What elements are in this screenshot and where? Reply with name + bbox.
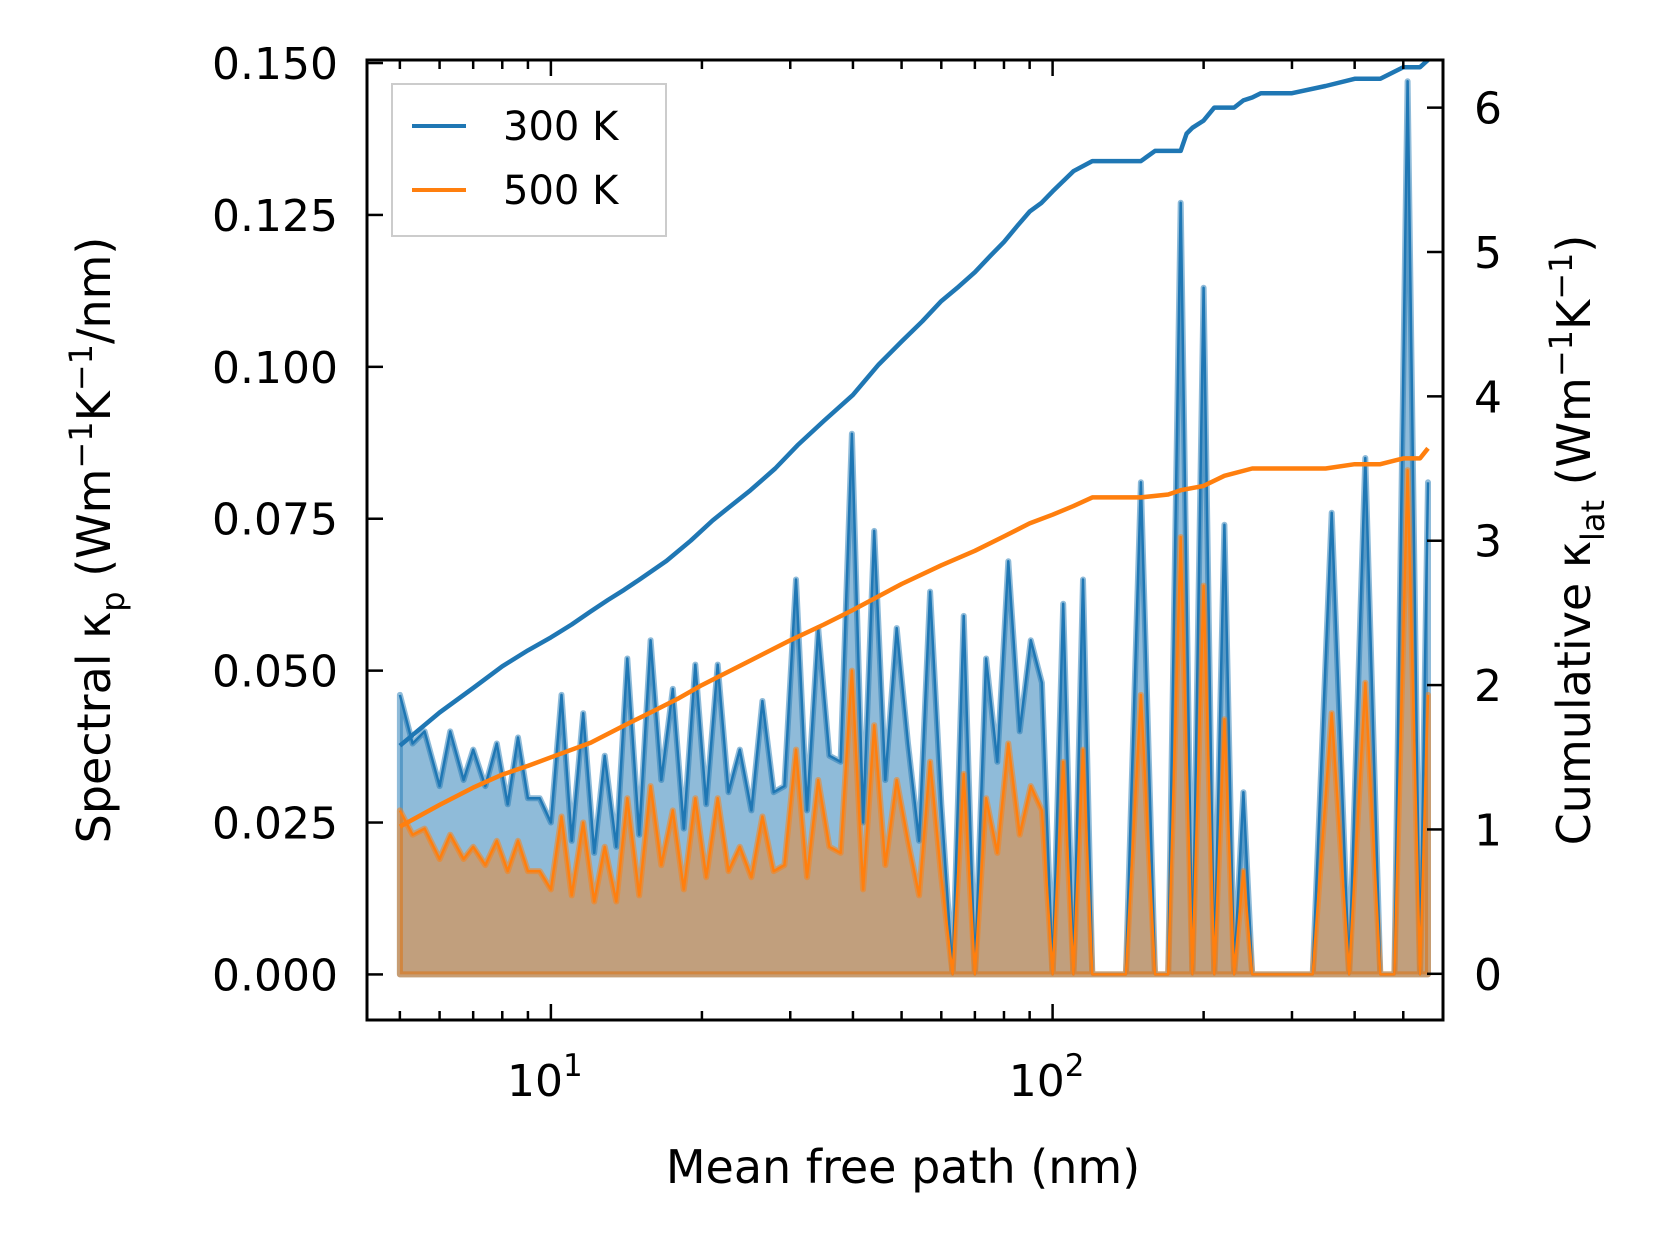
x-tick-labels: 101 102 (507, 1048, 1084, 1107)
right-axis-label: Cumulative κlat (Wm−1K−1) (1542, 235, 1612, 846)
x-axis-label: Mean free path (nm) (666, 1140, 1140, 1194)
left-tick-label: 0.125 (212, 191, 338, 242)
left-axis-label: Spectral κp (Wm−1K−1/nm) (62, 237, 132, 844)
right-tick-label: 5 (1474, 228, 1502, 279)
left-tick-label: 0.075 (212, 495, 338, 546)
right-tick-labels: 0 1 2 3 4 5 6 (1474, 84, 1502, 1001)
left-tick-label: 0.025 (212, 799, 338, 850)
right-tick-label: 1 (1474, 805, 1502, 856)
right-tick-label: 0 (1474, 950, 1502, 1001)
left-tick-labels: 0.000 0.025 0.050 0.075 0.100 0.125 0.150 (212, 39, 338, 1001)
left-tick-label: 0.150 (212, 39, 338, 90)
legend: 300 K 500 K (391, 83, 667, 237)
right-tick-label: 6 (1474, 84, 1502, 135)
right-tick-label: 3 (1474, 517, 1502, 568)
cumulative-line-300k (398, 60, 1430, 748)
x-tick-label: 101 (507, 1048, 583, 1107)
legend-label-300k: 300 K (503, 104, 620, 150)
spectral-line-500k (398, 468, 1430, 976)
tick-group (367, 60, 1445, 1020)
left-tick-label: 0.000 (212, 950, 338, 1001)
cumulative-line-group (398, 60, 1430, 829)
legend-box (391, 83, 667, 237)
left-tick-label: 0.100 (212, 343, 338, 394)
right-tick-label: 2 (1474, 661, 1502, 712)
right-tick-label: 4 (1474, 372, 1502, 423)
cumulative-line-500k (398, 446, 1430, 829)
x-tick-label: 102 (1009, 1048, 1085, 1107)
spectral-line-300k (398, 80, 1430, 976)
left-tick-label: 0.050 (212, 647, 338, 698)
legend-label-500k: 500 K (503, 168, 620, 214)
spectral-line-group (398, 80, 1430, 976)
